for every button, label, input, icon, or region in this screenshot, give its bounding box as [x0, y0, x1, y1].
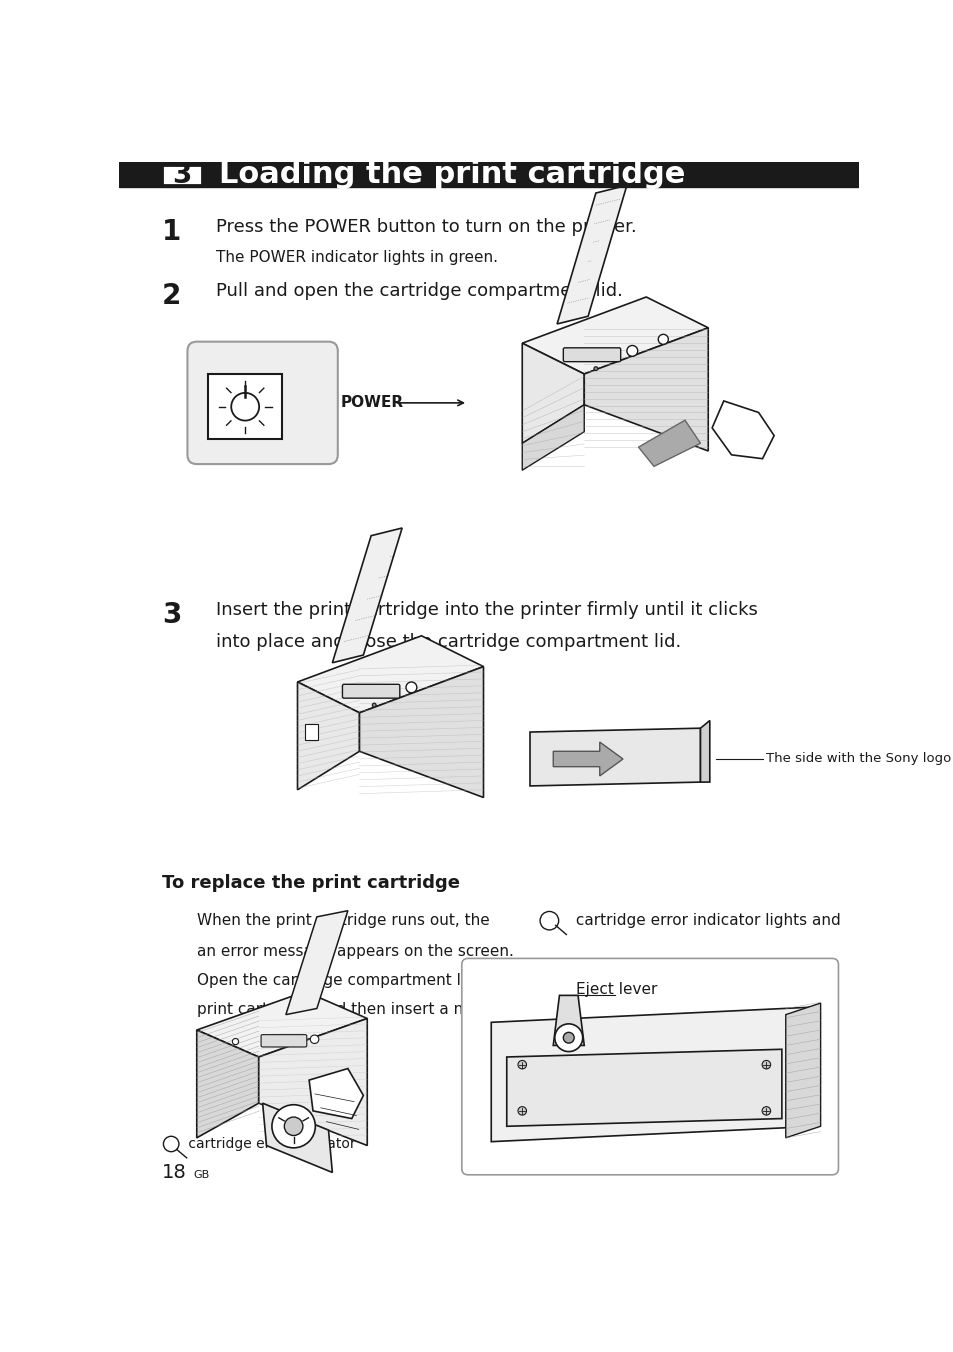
- Polygon shape: [553, 995, 583, 1045]
- Circle shape: [406, 681, 416, 692]
- Text: Eject lever: Eject lever: [576, 982, 658, 996]
- FancyBboxPatch shape: [562, 347, 620, 362]
- Text: Press the POWER button to turn on the printer.: Press the POWER button to turn on the pr…: [216, 218, 637, 235]
- Polygon shape: [521, 297, 707, 375]
- Text: into place and close the cartridge compartment lid.: into place and close the cartridge compa…: [216, 634, 680, 652]
- Bar: [162, 165, 202, 185]
- Polygon shape: [785, 1003, 820, 1138]
- Text: When the print cartridge runs out, the: When the print cartridge runs out, the: [196, 913, 494, 927]
- Circle shape: [658, 334, 668, 345]
- Circle shape: [761, 1107, 770, 1115]
- Circle shape: [555, 1023, 582, 1052]
- Circle shape: [272, 1105, 315, 1148]
- Text: 2: 2: [162, 281, 181, 310]
- Circle shape: [284, 1117, 303, 1136]
- Text: 3: 3: [162, 602, 181, 629]
- Text: Loading the print cartridge: Loading the print cartridge: [219, 160, 685, 189]
- Circle shape: [761, 1060, 770, 1069]
- Circle shape: [594, 366, 598, 370]
- Bar: [305, 725, 317, 740]
- Text: GB: GB: [193, 1171, 209, 1180]
- Polygon shape: [557, 185, 626, 324]
- Text: The side with the Sony logo: The side with the Sony logo: [765, 753, 951, 765]
- Polygon shape: [258, 1018, 367, 1145]
- Polygon shape: [196, 991, 367, 1057]
- Polygon shape: [553, 742, 622, 776]
- Polygon shape: [262, 1103, 332, 1172]
- Circle shape: [562, 1033, 574, 1044]
- FancyBboxPatch shape: [187, 342, 337, 464]
- Polygon shape: [297, 635, 483, 713]
- Circle shape: [626, 346, 637, 357]
- Polygon shape: [286, 911, 348, 1014]
- Polygon shape: [506, 1049, 781, 1126]
- Circle shape: [517, 1060, 526, 1069]
- FancyBboxPatch shape: [342, 684, 399, 698]
- Circle shape: [517, 1107, 526, 1115]
- Polygon shape: [196, 1030, 258, 1138]
- Bar: [208, 375, 282, 439]
- Polygon shape: [297, 681, 359, 790]
- Circle shape: [372, 703, 375, 707]
- Polygon shape: [583, 327, 707, 452]
- Text: Insert the print cartridge into the printer firmly until it clicks: Insert the print cartridge into the prin…: [216, 602, 758, 619]
- FancyBboxPatch shape: [461, 959, 838, 1175]
- Text: an error message appears on the screen.: an error message appears on the screen.: [196, 944, 513, 959]
- Text: Open the cartridge compartment lid, push up the eject lever, remove the used: Open the cartridge compartment lid, push…: [196, 973, 801, 988]
- Polygon shape: [332, 529, 402, 662]
- Polygon shape: [359, 667, 483, 798]
- Text: Pull and open the cartridge compartment lid.: Pull and open the cartridge compartment …: [216, 281, 622, 300]
- Text: The POWER indicator lights in green.: The POWER indicator lights in green.: [216, 250, 497, 265]
- Polygon shape: [638, 420, 700, 466]
- Circle shape: [233, 1038, 238, 1045]
- Polygon shape: [711, 402, 773, 458]
- Text: 1: 1: [162, 218, 181, 246]
- Polygon shape: [530, 729, 700, 786]
- Text: To replace the print cartridge: To replace the print cartridge: [162, 875, 459, 892]
- Polygon shape: [309, 1068, 363, 1118]
- Text: print cartridge, and then insert a new cartridge.: print cartridge, and then insert a new c…: [196, 1002, 564, 1017]
- Bar: [119, 162, 858, 187]
- FancyBboxPatch shape: [261, 1034, 307, 1046]
- Polygon shape: [491, 1007, 816, 1141]
- Text: cartridge error indicator: cartridge error indicator: [183, 1137, 355, 1151]
- Text: 18: 18: [162, 1163, 187, 1182]
- Polygon shape: [521, 404, 583, 470]
- Text: 3: 3: [172, 161, 192, 188]
- Polygon shape: [700, 721, 709, 781]
- Text: POWER: POWER: [340, 395, 403, 411]
- Polygon shape: [521, 343, 583, 443]
- Circle shape: [310, 1036, 318, 1044]
- Text: cartridge error indicator lights and: cartridge error indicator lights and: [571, 913, 840, 927]
